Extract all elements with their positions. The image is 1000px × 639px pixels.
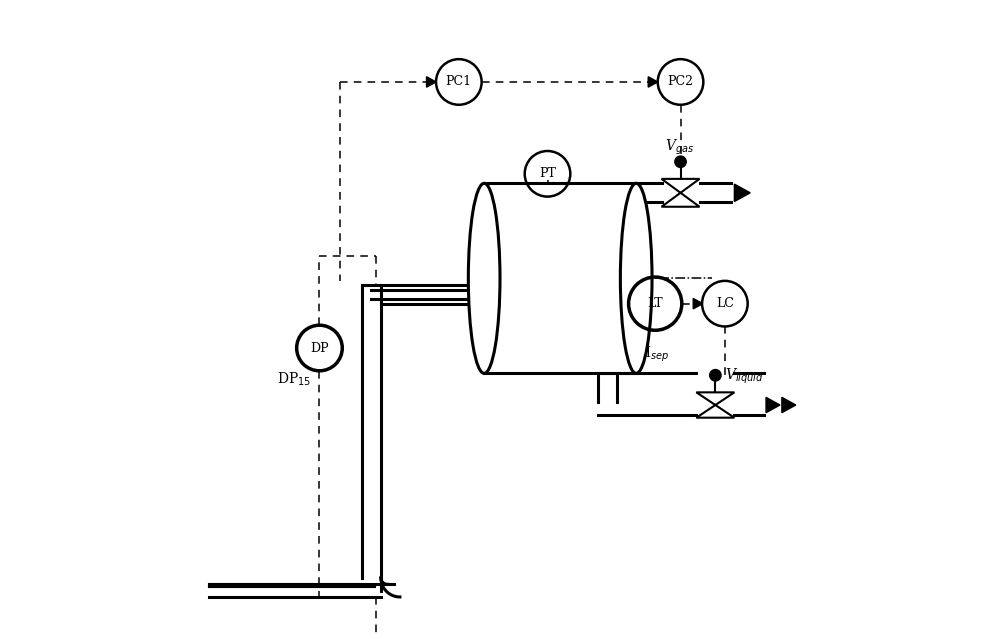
Polygon shape — [696, 392, 734, 405]
Polygon shape — [662, 193, 700, 207]
Polygon shape — [782, 397, 796, 413]
Text: DP$_{15}$: DP$_{15}$ — [277, 370, 311, 388]
Ellipse shape — [468, 183, 500, 373]
Polygon shape — [696, 405, 734, 418]
Text: DP: DP — [310, 341, 329, 355]
Polygon shape — [734, 184, 750, 201]
Circle shape — [710, 369, 721, 381]
Text: H$_{sep}$: H$_{sep}$ — [638, 345, 669, 364]
Polygon shape — [662, 179, 700, 193]
Text: PC2: PC2 — [668, 75, 694, 88]
Ellipse shape — [620, 183, 652, 373]
Text: V$_{liquid}$: V$_{liquid}$ — [725, 367, 764, 386]
Bar — [484, 183, 636, 373]
Circle shape — [675, 156, 686, 167]
Polygon shape — [693, 298, 703, 309]
Text: PT: PT — [539, 167, 556, 180]
Text: V$_{gas}$: V$_{gas}$ — [665, 138, 694, 157]
Text: LT: LT — [647, 297, 663, 310]
Polygon shape — [648, 77, 658, 87]
Text: LC: LC — [716, 297, 734, 310]
Text: Psep: Psep — [518, 206, 551, 219]
Polygon shape — [427, 77, 436, 87]
Text: PC1: PC1 — [446, 75, 472, 88]
Polygon shape — [766, 397, 780, 413]
